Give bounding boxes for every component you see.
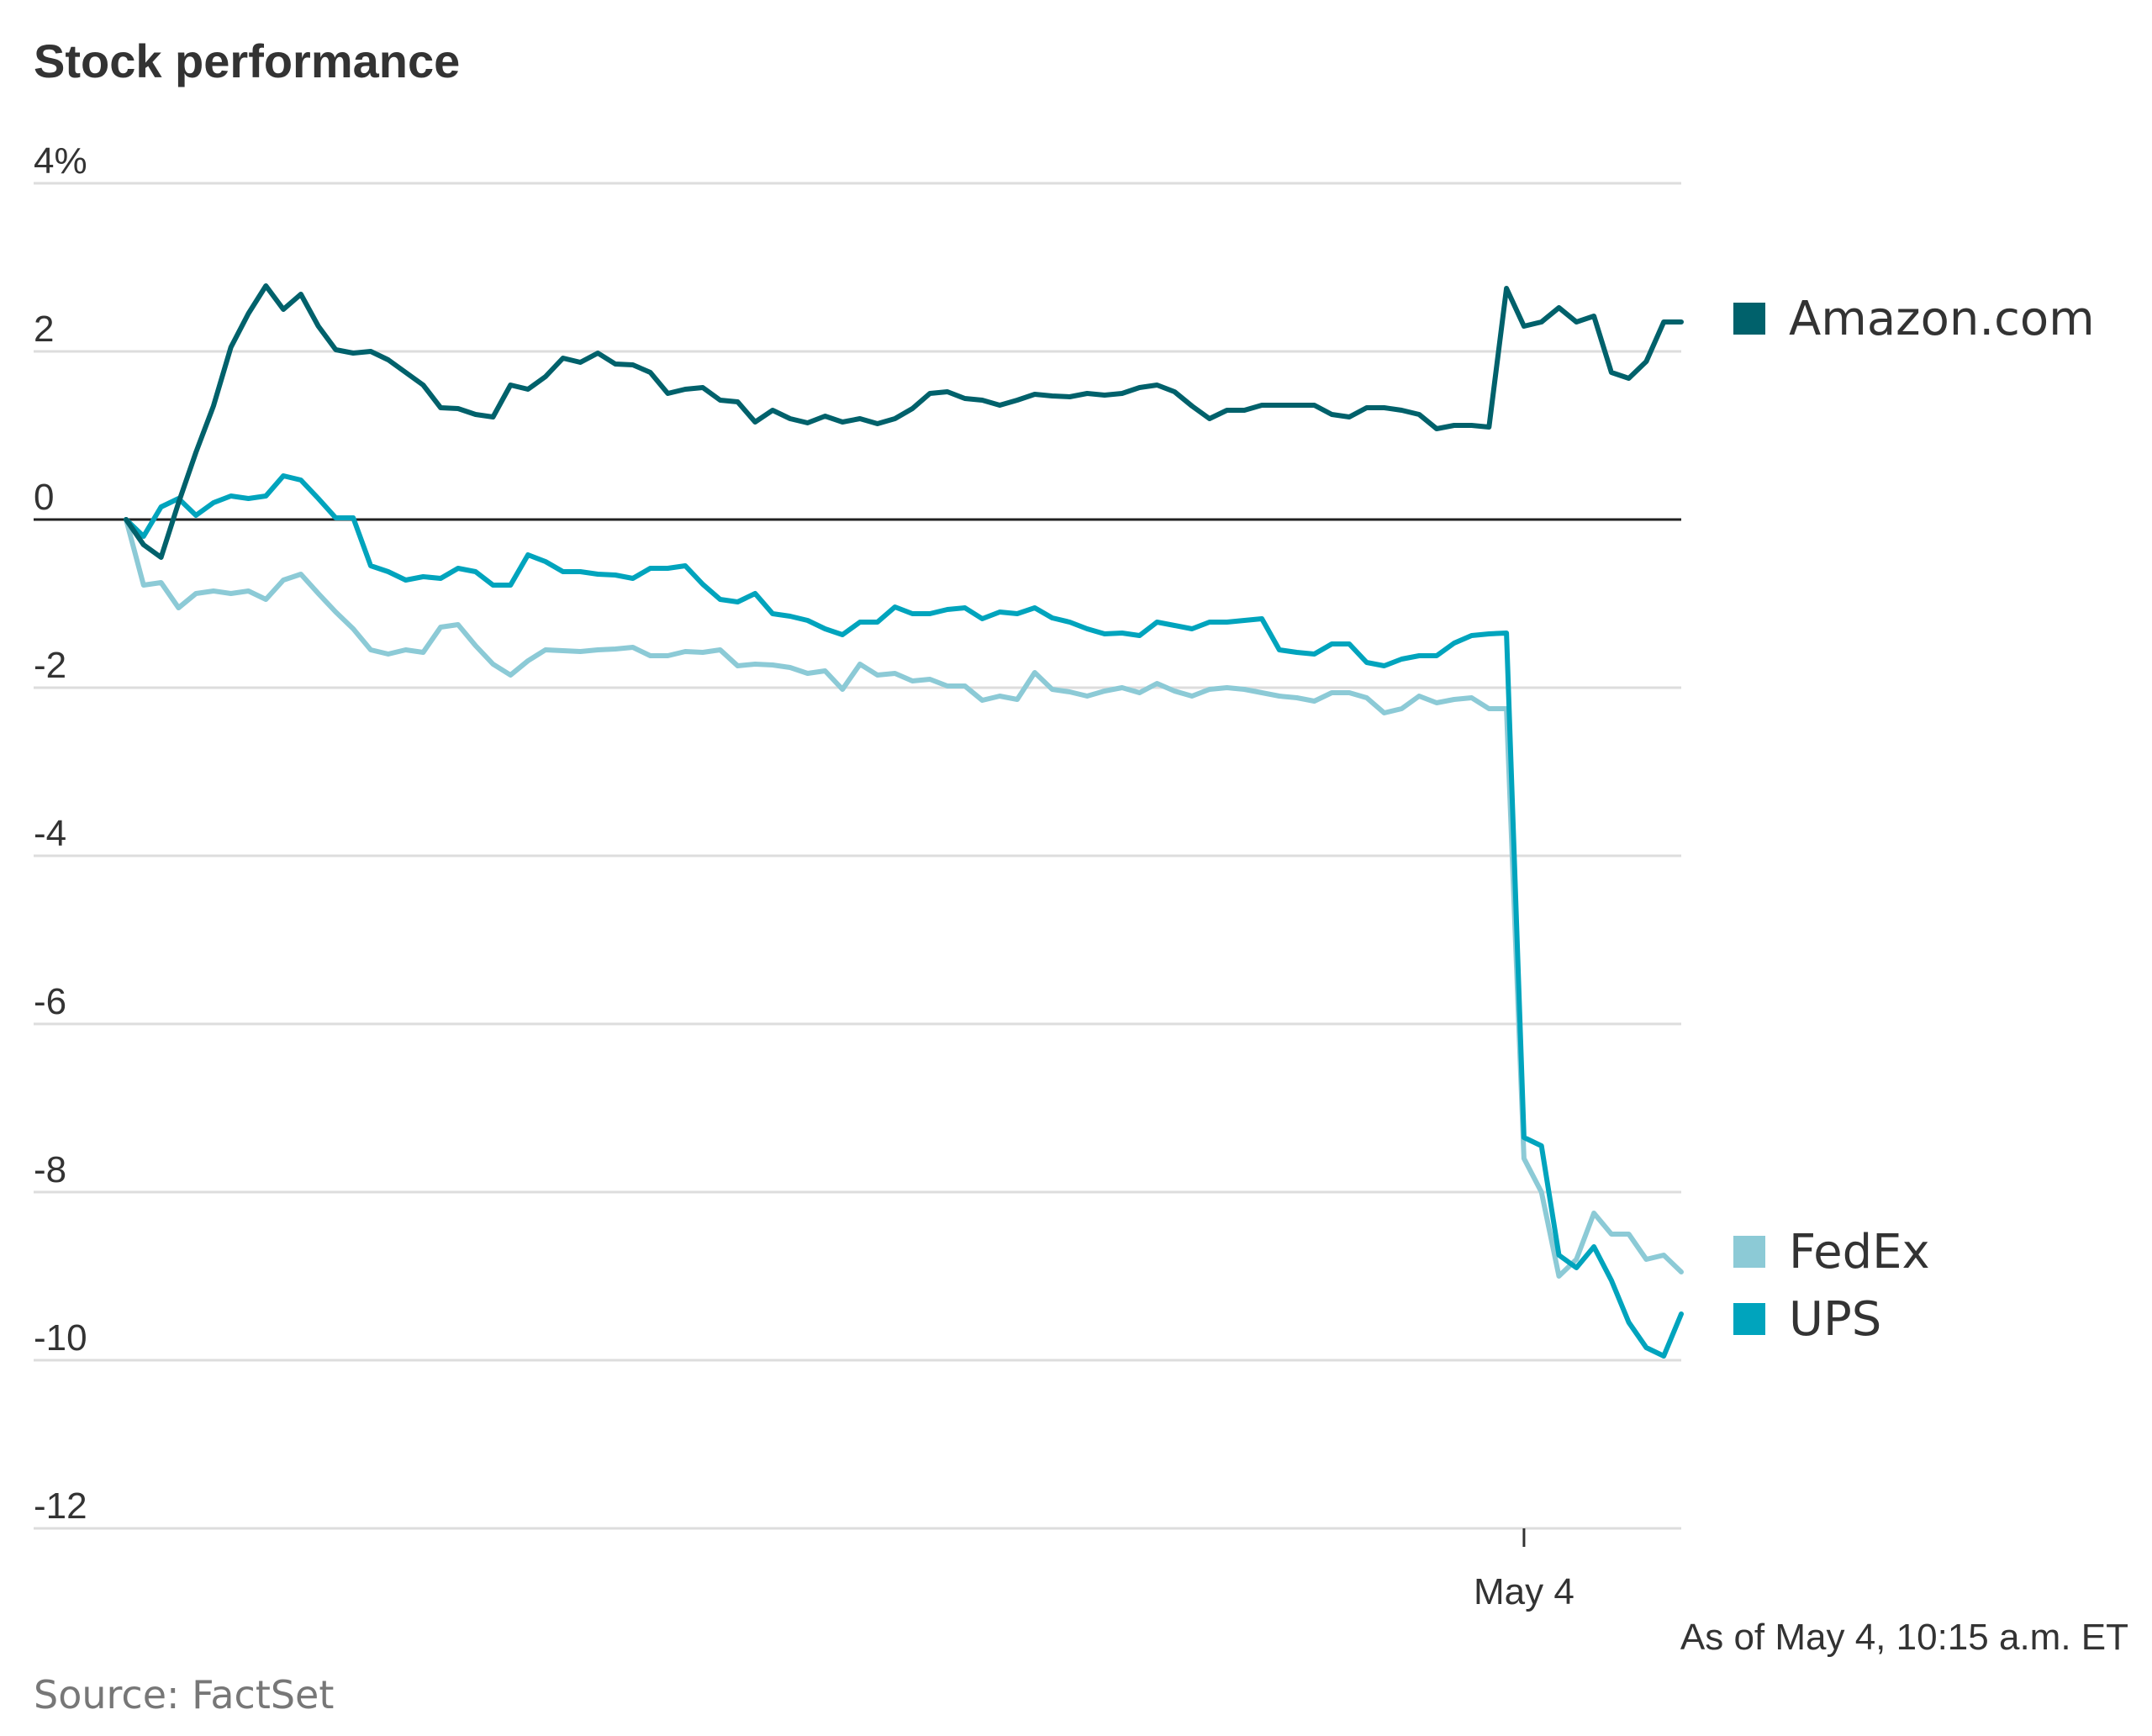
x-tick-label: May 4: [1474, 1571, 1574, 1612]
source-note: Source: FactSet: [34, 1672, 334, 1718]
legend-label-amazon-com: Amazon.com: [1789, 292, 2095, 346]
gridlines: [34, 182, 1681, 1530]
series-lines: [124, 283, 1684, 1359]
x-axis-ticks: May 4: [1474, 1528, 1574, 1612]
chart-title: Stock performance: [34, 34, 460, 87]
legend-swatch-fedex: [1733, 1236, 1765, 1268]
y-tick-label: 0: [34, 477, 54, 518]
y-tick-label: 2: [34, 309, 54, 350]
legend-swatch-amazon-com: [1733, 303, 1765, 335]
y-tick-label: -2: [34, 645, 66, 686]
series-line-amazon-com: [124, 283, 1684, 560]
series-line-fedex: [124, 517, 1684, 1279]
y-tick-label: 4%: [34, 140, 87, 182]
y-tick-label: -6: [34, 981, 66, 1022]
legend-swatch-ups: [1733, 1303, 1765, 1335]
series-line-ups: [124, 473, 1684, 1359]
legend-label-fedex: FedEx: [1789, 1225, 1930, 1280]
y-tick-label: -12: [34, 1485, 87, 1527]
y-tick-label: -8: [34, 1149, 66, 1190]
legend: Amazon.com FedEx UPS: [1733, 292, 2095, 1347]
timestamp-note: As of May 4, 10:15 a.m. ET: [1680, 1617, 2128, 1658]
y-tick-label: -4: [34, 813, 66, 854]
y-axis-ticks: 4% 2 0 -2 -4 -6 -8 -10 -12: [34, 140, 87, 1527]
legend-label-ups: UPS: [1789, 1292, 1881, 1347]
y-tick-label: -10: [34, 1317, 87, 1359]
